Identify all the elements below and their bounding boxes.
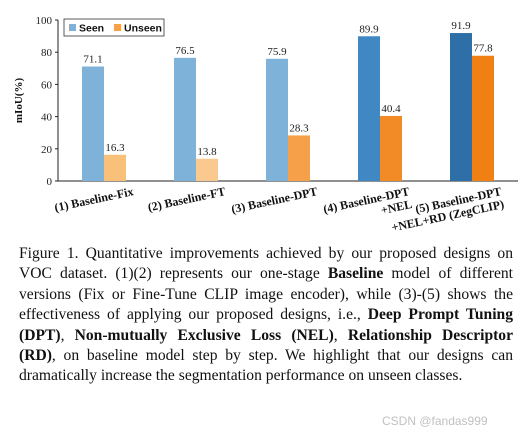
watermark: CSDN @fandas999 (382, 414, 488, 428)
y-tick-label: 100 (36, 15, 53, 27)
value-label-unseen-2: 13.8 (197, 146, 217, 158)
bar-seen-2 (174, 57, 196, 181)
value-label-unseen-5: 77.8 (473, 43, 493, 55)
y-tick-label: 20 (41, 144, 53, 156)
value-label-seen-4: 89.9 (359, 23, 379, 35)
value-label-seen-2: 76.5 (175, 45, 195, 57)
y-tick-label: 0 (47, 176, 53, 188)
category-label-line: (3) Baseline-DPT (230, 184, 319, 216)
value-label-unseen-3: 28.3 (289, 122, 309, 134)
category-label-line: (2) Baseline-FT (146, 184, 226, 214)
y-tick-label: 80 (41, 47, 53, 59)
bar-chart: 0 20 40 60 80 100 mIoU(%) 71.1 16.3 (1) Baseline… (13, 15, 518, 234)
y-axis-label: mIoU(%) (13, 78, 25, 124)
value-label-seen-1: 71.1 (83, 54, 102, 66)
value-label-unseen-1: 16.3 (105, 142, 125, 154)
value-label-seen-3: 75.9 (267, 46, 287, 58)
bar-unseen-4 (380, 115, 402, 181)
bar-seen-5 (450, 33, 472, 181)
bar-seen-4 (358, 36, 380, 181)
bar-unseen-1 (104, 154, 126, 181)
figure-caption: Figure 1. Quantitative improvements achi… (19, 245, 514, 385)
chart-legend: Seen Unseen (63, 18, 165, 37)
chart-axes: 0 20 40 60 80 100 mIoU(%) (13, 15, 518, 188)
bar-seen-1 (82, 66, 104, 181)
figure-label: Figure 1. (19, 245, 79, 262)
value-label-unseen-4: 40.4 (381, 103, 401, 115)
legend-label-unseen: Unseen (124, 23, 162, 35)
y-tick-label: 40 (41, 112, 53, 124)
bar-seen-3 (266, 58, 288, 182)
chart-bars (82, 33, 494, 182)
category-label-2: (2) Baseline-FT (146, 184, 226, 214)
legend-swatch-unseen (114, 24, 121, 31)
legend-swatch-seen (69, 24, 76, 31)
category-label-line: (1) Baseline-Fix (53, 184, 134, 214)
category-label-3: (3) Baseline-DPT (230, 184, 319, 216)
bar-unseen-3 (288, 135, 310, 181)
bar-unseen-5 (472, 55, 494, 181)
value-label-seen-5: 91.9 (451, 20, 471, 32)
y-tick-label: 60 (41, 79, 53, 91)
category-label-line: +NEL (380, 197, 414, 217)
legend-label-seen: Seen (79, 23, 104, 35)
category-label-1: (1) Baseline-Fix (53, 184, 134, 214)
bar-unseen-2 (196, 158, 218, 181)
